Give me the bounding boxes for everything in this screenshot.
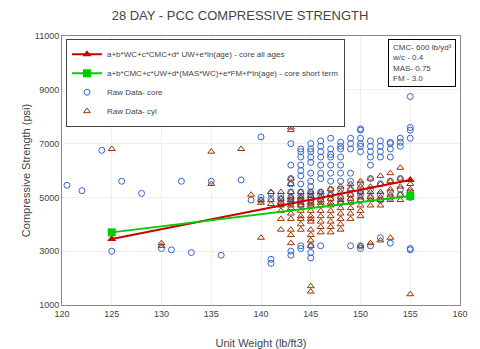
svg-text:Raw Data- core: Raw Data- core xyxy=(107,88,163,97)
svg-text:CMC- 600 lb/yd³w/c - 0.4MAS- 0: CMC- 600 lb/yd³w/c - 0.4MAS- 0.75FM - 3.… xyxy=(392,43,452,83)
svg-text:145: 145 xyxy=(303,309,318,319)
svg-text:160: 160 xyxy=(452,309,467,319)
svg-text:125: 125 xyxy=(104,309,119,319)
svg-text:11000: 11000 xyxy=(35,31,59,41)
svg-text:135: 135 xyxy=(204,309,219,319)
svg-text:28 DAY - PCC COMPRESSIVE STREN: 28 DAY - PCC COMPRESSIVE STRENGTH xyxy=(112,8,369,23)
svg-text:120: 120 xyxy=(54,309,69,319)
svg-text:a+b*WC+c*CMC+d* UW+e*ln(age) -: a+b*WC+c*CMC+d* UW+e*ln(age) - core all … xyxy=(107,50,284,59)
svg-text:1000: 1000 xyxy=(39,300,59,310)
svg-text:130: 130 xyxy=(154,309,169,319)
svg-text:Unit Weight (lb/ft3): Unit Weight (lb/ft3) xyxy=(216,337,307,349)
svg-text:7000: 7000 xyxy=(39,139,59,149)
svg-text:9000: 9000 xyxy=(39,85,59,95)
svg-text:Compressive Strength (psi): Compressive Strength (psi) xyxy=(20,104,32,237)
svg-text:Raw Data- cyl: Raw Data- cyl xyxy=(107,107,157,116)
svg-text:a+b*CMC+c*UW+d*(MAS*WC)+e*FM+f: a+b*CMC+c*UW+d*(MAS*WC)+e*FM+f*ln(age) -… xyxy=(107,69,338,78)
svg-text:5000: 5000 xyxy=(39,193,59,203)
svg-text:150: 150 xyxy=(353,309,368,319)
svg-text:3000: 3000 xyxy=(39,246,59,256)
svg-text:140: 140 xyxy=(253,309,268,319)
svg-text:155: 155 xyxy=(403,309,418,319)
